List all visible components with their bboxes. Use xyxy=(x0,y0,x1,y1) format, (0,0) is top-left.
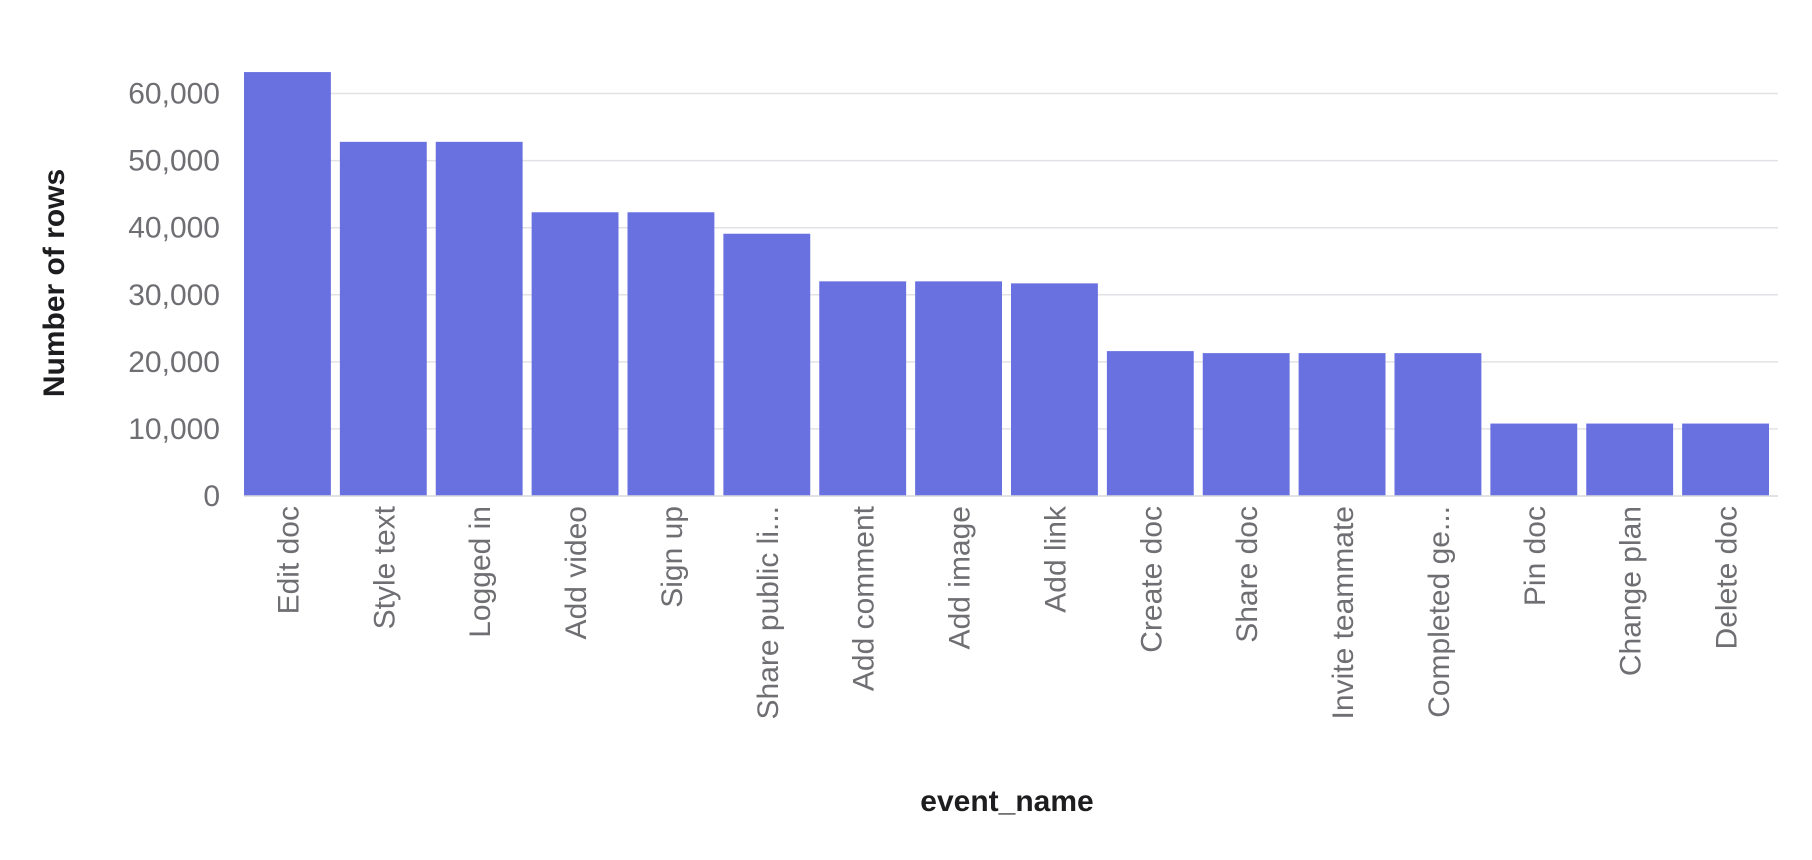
bar[interactable] xyxy=(1682,423,1769,496)
x-tick-labels: Edit doc Style text Logged in Add video Sign… xyxy=(272,505,1743,719)
x-tick-label: Logged in xyxy=(464,506,497,638)
bar[interactable] xyxy=(1490,423,1578,496)
x-tick-label: Pin doc xyxy=(1519,506,1552,606)
bar[interactable] xyxy=(1394,353,1482,496)
x-tick-label: Completed ge... xyxy=(1423,506,1456,718)
bars xyxy=(244,72,1769,496)
bar[interactable] xyxy=(1106,351,1194,496)
y-axis-title: Number of rows xyxy=(38,169,71,397)
x-tick-label: Create doc xyxy=(1135,506,1168,653)
y-tick-label: 50,000 xyxy=(128,145,220,178)
bar[interactable] xyxy=(627,212,715,496)
bar[interactable] xyxy=(244,72,331,496)
x-tick-label: Invite teammate xyxy=(1327,506,1360,719)
bar[interactable] xyxy=(819,281,907,496)
x-tick-label: Edit doc xyxy=(272,506,305,614)
bar[interactable] xyxy=(1298,353,1386,496)
x-tick-label: Delete doc xyxy=(1711,506,1744,649)
y-tick-label: 20,000 xyxy=(128,346,220,379)
x-tick-label: Add link xyxy=(1039,505,1072,613)
x-tick-label: Style text xyxy=(368,505,401,629)
bar[interactable] xyxy=(915,281,1002,496)
bar[interactable] xyxy=(723,233,811,496)
x-tick-label: Share public li... xyxy=(752,506,785,719)
x-tick-label: Add comment xyxy=(848,505,881,691)
y-tick-label: 0 xyxy=(203,480,220,513)
bar[interactable] xyxy=(339,141,427,496)
y-tick-label: 10,000 xyxy=(128,413,220,446)
x-tick-label: Sign up xyxy=(656,506,689,608)
x-tick-label: Share doc xyxy=(1231,506,1264,643)
x-axis-title: event_name xyxy=(920,785,1093,818)
bar[interactable] xyxy=(1586,423,1674,496)
bar[interactable] xyxy=(435,141,523,496)
x-tick-label: Add video xyxy=(560,506,593,639)
x-tick-label: Change plan xyxy=(1615,506,1648,676)
bar[interactable] xyxy=(1011,283,1098,496)
y-tick-label: 30,000 xyxy=(128,279,220,312)
y-tick-label: 40,000 xyxy=(128,212,220,245)
y-tick-label: 60,000 xyxy=(128,78,220,111)
bar[interactable] xyxy=(1202,353,1290,496)
x-tick-label: Add image xyxy=(944,506,977,649)
bar[interactable] xyxy=(531,212,619,496)
y-tick-labels: 0 10,000 20,000 30,000 40,000 50,000 60,000 xyxy=(128,78,220,513)
